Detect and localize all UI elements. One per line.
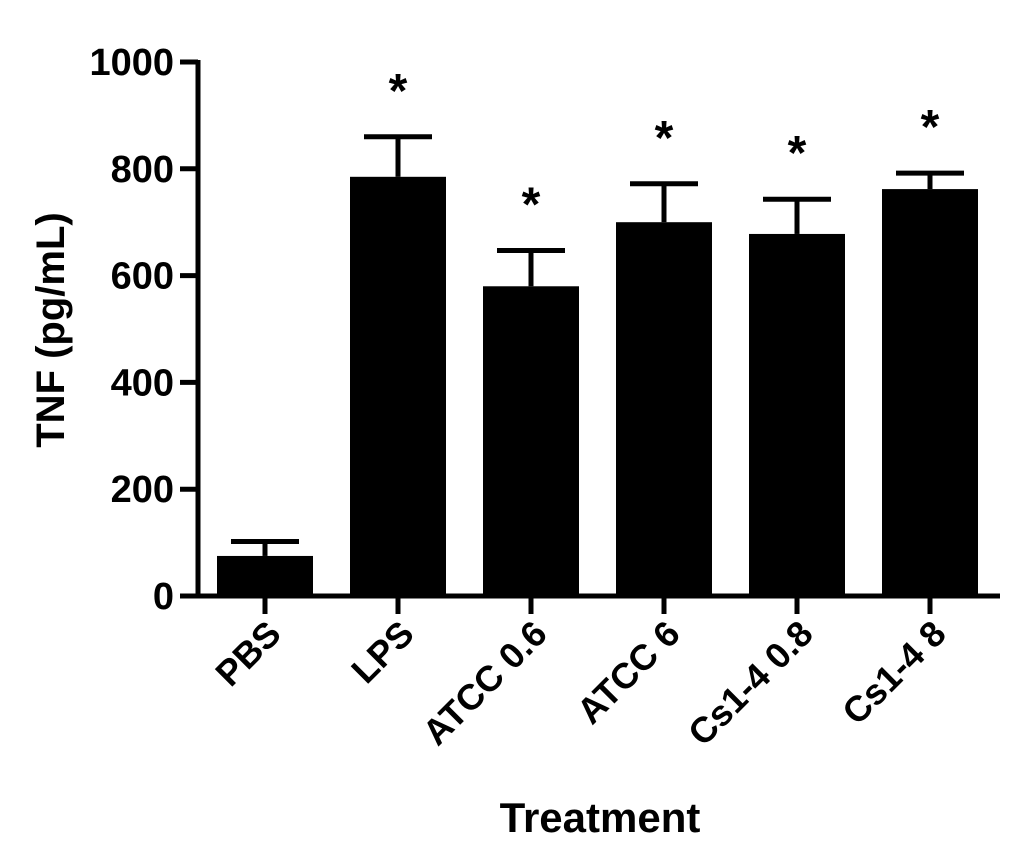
bar-3 — [616, 222, 712, 596]
y-tick-label-4: 800 — [111, 149, 174, 191]
bar-2 — [483, 286, 579, 596]
significance-star-5: * — [921, 101, 940, 154]
significance-star-2: * — [522, 179, 541, 232]
bar-0 — [217, 555, 313, 596]
error-bars-group — [231, 134, 964, 556]
significance-star-4: * — [788, 127, 807, 180]
y-tick-label-2: 400 — [111, 362, 174, 404]
y-axis-label: TNF (pg/mL) — [29, 212, 73, 448]
x-axis-label: Treatment — [500, 794, 701, 841]
x-tick-label-3: ATCC 6 — [569, 613, 688, 732]
bar-1 — [350, 176, 446, 596]
bar-5 — [882, 189, 978, 597]
y-tick-label-1: 200 — [111, 469, 174, 511]
x-tick-label-5: Cs1-4 8 — [834, 613, 954, 733]
y-axis: 0 200 400 600 800 1000 — [89, 42, 201, 618]
x-tick-label-0: PBS — [207, 613, 288, 694]
bars-group — [217, 176, 978, 597]
significance-star-3: * — [655, 112, 674, 165]
significance-star-1: * — [389, 65, 408, 118]
x-tick-label-1: LPS — [343, 613, 421, 691]
x-tick-label-4: Cs1-4 0.8 — [680, 613, 821, 754]
y-tick-label-3: 600 — [111, 256, 174, 298]
bar-4 — [749, 233, 845, 596]
y-tick-label-5: 1000 — [89, 42, 174, 84]
significance-markers-group: * * * * * — [389, 65, 940, 232]
x-tick-label-2: ATCC 0.6 — [414, 613, 554, 753]
y-tick-label-0: 0 — [153, 576, 174, 618]
